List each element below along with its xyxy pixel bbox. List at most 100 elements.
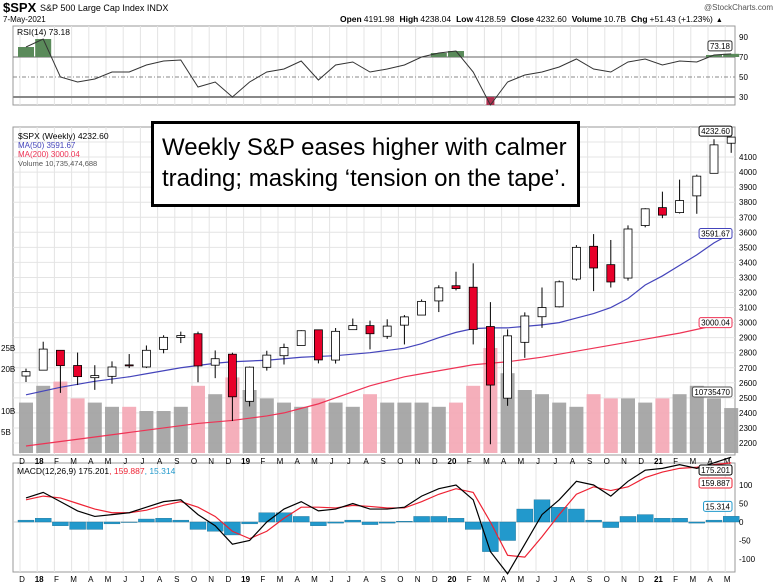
x-tick-label-bottom: N <box>208 575 214 584</box>
candle-body <box>193 333 203 367</box>
rsi-last-label: 73.18 <box>710 42 731 51</box>
x-tick-label-bottom: 21 <box>654 575 663 584</box>
candle-body <box>176 335 186 338</box>
x-tick-label-bottom: J <box>347 575 351 584</box>
volume-bar <box>191 385 205 453</box>
x-tick-label: D <box>226 457 232 466</box>
price-tick-label: 2800 <box>739 349 757 358</box>
volume-bar <box>603 398 618 453</box>
ma200-legend: MA(200) 3000.04 <box>18 150 80 159</box>
x-tick-label-bottom: O <box>397 575 403 584</box>
x-tick-label: D <box>19 457 25 466</box>
price-tick-label: 2600 <box>739 379 757 388</box>
x-tick-label-bottom: J <box>536 575 540 584</box>
price-tick-label: 2400 <box>739 409 757 418</box>
rsi-overbought-fill <box>430 53 447 57</box>
macd-histogram-bar <box>568 508 585 523</box>
x-tick-label-bottom: D <box>638 575 644 584</box>
macd-panel-frame <box>12 462 736 573</box>
hist-last-label: 15.314 <box>706 502 731 511</box>
volume-bar <box>363 394 377 453</box>
ma200-last-label: 3000.04 <box>701 319 730 328</box>
x-tick-label: F <box>54 457 59 466</box>
price-tick-label: 3700 <box>739 213 757 222</box>
x-tick-label-bottom: M <box>311 575 318 584</box>
ma200-last-label-box <box>698 317 733 329</box>
price-tick-label: 4100 <box>739 153 757 162</box>
volume-bar <box>707 398 721 453</box>
candle-body <box>623 228 633 279</box>
candle-body <box>726 136 736 144</box>
annotation-line-2: trading; masking ‘tension on the tape’. <box>162 165 567 192</box>
volume-tick-label: 25B <box>1 344 15 353</box>
x-tick-label-bottom: 19 <box>241 575 250 584</box>
quote-value-close: 4232.60 <box>536 14 567 24</box>
x-tick-label-bottom: M <box>724 575 731 584</box>
volume-bar <box>328 402 343 453</box>
macd-line <box>25 456 732 575</box>
candle-body <box>365 325 375 335</box>
macd-histogram-bar <box>17 519 35 523</box>
x-tick-label: A <box>570 457 576 466</box>
change-up-icon: ▲ <box>716 17 723 24</box>
x-tick-label: 20 <box>448 457 457 466</box>
macd-histogram-bar <box>723 516 740 523</box>
macd-tick-label: 100 <box>739 481 753 490</box>
macd-histogram-bar <box>430 516 447 523</box>
macd-histogram-bar <box>155 518 172 523</box>
x-tick-label: J <box>140 457 144 466</box>
macd-histogram-bar <box>172 519 190 523</box>
volume-last-label-box <box>691 386 733 398</box>
price-tick-label: 3900 <box>739 183 757 192</box>
x-tick-label: S <box>174 457 179 466</box>
candle-body <box>640 208 650 226</box>
x-tick-label: S <box>381 457 386 466</box>
candle-body <box>468 286 478 330</box>
x-tick-label: 18 <box>35 457 44 466</box>
x-tick-label: O <box>604 457 610 466</box>
macd-histogram-bar <box>413 516 430 523</box>
x-tick-label: 21 <box>654 457 663 466</box>
rsi-legend: RSI(14) 73.18 <box>17 27 70 37</box>
signal-last-label-box <box>698 477 733 489</box>
macd-histogram-bar <box>688 521 705 524</box>
x-tick-label: M <box>724 457 731 466</box>
rsi-tick-label: 90 <box>739 33 748 42</box>
volume-bar <box>345 406 360 453</box>
volume-bar <box>724 408 739 453</box>
macd-histogram-bar <box>120 521 138 523</box>
candle-body <box>279 347 289 357</box>
candle-body <box>382 325 392 337</box>
symbol: $SPX <box>3 0 37 15</box>
x-tick-label-bottom: F <box>467 575 472 584</box>
macd-last-label: 175.201 <box>701 466 730 475</box>
macd-histogram-bar <box>275 512 293 523</box>
volume-tick-label: 20B <box>1 365 15 374</box>
ma50-last-label-box <box>698 228 733 240</box>
macd-histogram-bar <box>465 521 482 530</box>
macd-histogram-bar <box>361 521 379 525</box>
rsi-panel-frame <box>12 25 736 106</box>
source-watermark: @StockCharts.com <box>704 3 773 12</box>
candle-body <box>124 364 134 367</box>
x-tick-label: M <box>689 457 696 466</box>
volume-bar <box>208 394 223 453</box>
x-tick-label-bottom: D <box>226 575 232 584</box>
candle-body <box>554 281 564 308</box>
macd-histogram-bar <box>35 518 52 523</box>
volume-bar <box>655 398 670 453</box>
price-tick-label: 3100 <box>739 304 757 313</box>
volume-bar <box>517 390 532 453</box>
x-tick-label-bottom: M <box>70 575 77 584</box>
x-tick-label: J <box>553 457 557 466</box>
price-last-label-box <box>698 125 733 137</box>
candle-body <box>38 348 48 371</box>
candle-body <box>296 330 306 346</box>
price-tick-label: 3600 <box>739 228 757 237</box>
quote-label-close: Close <box>511 14 534 24</box>
volume-bar <box>311 398 326 453</box>
x-tick-label: J <box>123 457 127 466</box>
x-tick-label: M <box>483 457 490 466</box>
x-tick-label: A <box>501 457 507 466</box>
